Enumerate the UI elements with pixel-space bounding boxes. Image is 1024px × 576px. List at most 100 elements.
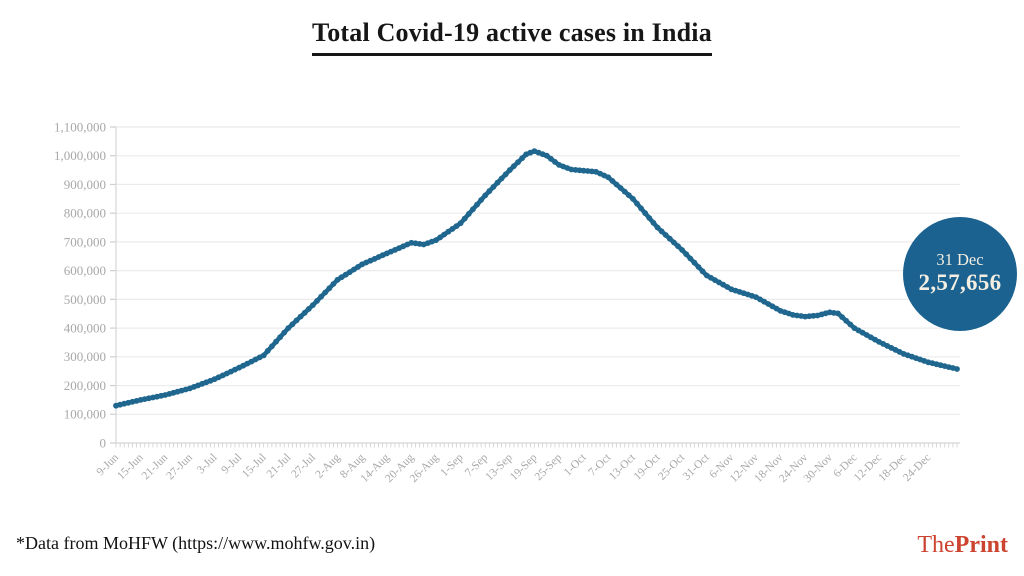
data-point-marker: [285, 325, 292, 331]
data-point-marker: [498, 175, 505, 182]
data-point-marker: [289, 321, 296, 328]
data-point-marker: [273, 338, 279, 345]
x-axis-label: 3-Jul: [195, 452, 220, 477]
data-point-marker: [457, 220, 464, 227]
data-point-marker: [470, 206, 476, 213]
x-axis-label: 21-Jul: [265, 452, 294, 481]
x-axis-label: 24-Dec: [901, 452, 933, 484]
data-point-marker: [671, 239, 677, 246]
data-point-marker: [543, 152, 550, 159]
data-point-marker: [683, 251, 690, 258]
data-point-marker: [954, 366, 960, 372]
data-point-marker: [318, 293, 324, 300]
data-point-marker: [260, 352, 267, 359]
data-point-marker: [658, 228, 665, 235]
data-point-marker: [305, 306, 312, 312]
data-point-marker: [490, 184, 497, 190]
data-point-marker: [515, 159, 521, 166]
data-point-marker: [621, 188, 628, 195]
data-point-marker: [609, 178, 616, 184]
data-point-marker: [293, 317, 300, 324]
data-point-marker: [322, 289, 329, 296]
y-axis-label: 0: [100, 435, 107, 450]
chart-title: Total Covid-19 active cases in India: [312, 18, 712, 56]
callout-value: 2,57,656: [918, 270, 1002, 296]
data-point-marker: [326, 285, 333, 292]
data-point-marker: [441, 231, 448, 238]
x-axis-label: 2-Aug: [313, 451, 342, 480]
y-axis-label: 600,000: [64, 263, 106, 278]
x-axis-label: 19-Oct: [632, 451, 664, 483]
x-axis-label: 1-Sep: [438, 451, 466, 479]
y-axis-label: 700,000: [64, 234, 106, 249]
data-point-marker: [506, 167, 513, 174]
data-point-marker: [662, 232, 669, 238]
x-axis-label: 19-Sep: [508, 451, 540, 483]
y-axis-label: 900,000: [64, 177, 106, 192]
x-axis-label: 25-Oct: [656, 451, 688, 483]
y-axis-label: 100,000: [64, 407, 106, 422]
data-point-marker: [617, 185, 624, 191]
callout-badge: 31 Dec 2,57,656: [903, 217, 1017, 331]
data-point-marker: [548, 155, 554, 162]
data-point-marker: [264, 347, 271, 354]
x-axis-label: 15-Jun: [115, 451, 146, 482]
data-point-marker: [638, 205, 644, 212]
data-point-marker: [642, 210, 649, 217]
data-point-marker: [277, 334, 283, 341]
data-point-marker: [675, 243, 681, 250]
data-point-marker: [687, 255, 694, 262]
data-point-marker: [314, 298, 320, 304]
data-point-marker: [478, 197, 484, 203]
data-point-marker: [449, 226, 456, 232]
data-point-marker: [613, 181, 620, 188]
data-point-marker: [461, 215, 468, 222]
data-point-marker: [269, 343, 275, 350]
data-point-marker: [281, 329, 288, 336]
data-point-marker: [847, 321, 854, 328]
x-axis-label: 15-Jul: [240, 452, 269, 481]
data-point-marker: [445, 228, 452, 235]
y-axis-label: 200,000: [64, 378, 106, 393]
x-axis-label: 27-Jun: [164, 451, 195, 482]
x-axis-label: 27-Jul: [289, 452, 318, 481]
data-point-marker: [691, 259, 698, 266]
data-point-marker: [843, 317, 850, 324]
data-point-marker: [465, 211, 472, 217]
data-point-marker: [297, 313, 304, 320]
data-point-marker: [634, 200, 640, 207]
y-axis-label: 800,000: [64, 206, 106, 221]
data-point-marker: [625, 192, 632, 199]
data-point-marker: [502, 171, 509, 178]
y-axis-label: 400,000: [64, 321, 106, 336]
data-point-marker: [699, 268, 706, 275]
data-point-marker: [605, 174, 612, 181]
x-axis-label: 21-Jun: [140, 451, 171, 482]
data-point-marker: [835, 310, 841, 317]
page-title: Total Covid-19 active cases in India: [0, 18, 1024, 56]
data-point-marker: [552, 159, 558, 165]
data-point-marker: [482, 192, 489, 199]
y-axis-label: 1,000,000: [54, 148, 106, 163]
data-point-marker: [666, 235, 673, 242]
data-point-marker: [301, 309, 308, 316]
x-axis-label: 13-Oct: [607, 451, 639, 483]
data-point-marker: [695, 264, 702, 270]
theprint-logo-print: Print: [954, 532, 1008, 558]
data-point-marker: [650, 219, 657, 226]
data-point-marker: [437, 234, 443, 241]
data-point-marker: [310, 302, 316, 308]
data-point-marker: [654, 224, 661, 231]
x-axis-label: 25-Sep: [533, 451, 565, 483]
theprint-logo-the: The: [917, 532, 955, 558]
data-point-marker: [519, 155, 525, 162]
data-point-marker: [330, 281, 337, 287]
y-axis-label: 500,000: [64, 292, 106, 307]
data-point-marker: [646, 215, 653, 221]
data-point-marker: [839, 314, 845, 320]
data-point-marker: [494, 179, 501, 186]
y-axis-label: 1,100,000: [54, 119, 106, 134]
data-point-marker: [433, 237, 439, 244]
